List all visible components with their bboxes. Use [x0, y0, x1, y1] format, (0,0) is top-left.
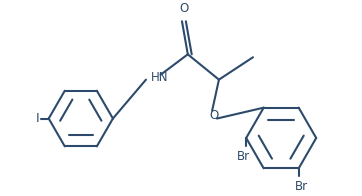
Text: I: I — [35, 112, 39, 125]
Text: O: O — [210, 109, 219, 122]
Text: O: O — [179, 2, 189, 15]
Text: Br: Br — [237, 150, 250, 163]
Text: Br: Br — [295, 180, 308, 193]
Text: HN: HN — [151, 71, 168, 84]
